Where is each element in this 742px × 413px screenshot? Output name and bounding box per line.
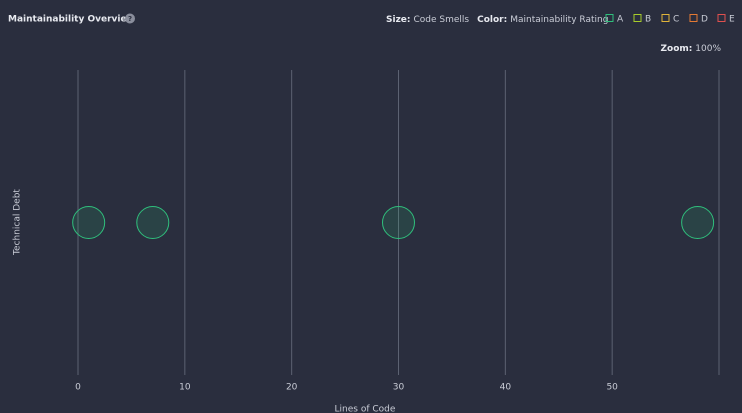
- legend-swatch[interactable]: [661, 14, 670, 22]
- legend-swatch[interactable]: [633, 14, 642, 22]
- x-tick-label: 50: [606, 383, 618, 393]
- zoom-label: Zoom:: [661, 44, 693, 54]
- help-icon[interactable]: [125, 13, 135, 24]
- help-text: ?: [128, 15, 132, 23]
- legend-swatch[interactable]: [689, 14, 698, 22]
- legend-label: C: [673, 15, 679, 25]
- legend-swatch[interactable]: [717, 14, 726, 22]
- header-item: Size:: [386, 15, 411, 25]
- legend-swatch[interactable]: [605, 14, 614, 22]
- x-tick-label: 10: [179, 383, 191, 393]
- x-axis-label: Lines of Code: [335, 405, 396, 413]
- x-tick-label: 0: [75, 383, 81, 393]
- title: Maintainability Overview: [8, 15, 135, 25]
- x-tick-label: 40: [500, 383, 512, 393]
- legend-label: B: [645, 15, 651, 25]
- bubble: [382, 206, 415, 239]
- bubble: [136, 206, 170, 239]
- zoom: Zoom: 100%: [661, 44, 722, 54]
- x-tick-label: 30: [393, 383, 405, 393]
- legend-label: A: [617, 15, 624, 25]
- header-legend-text: Size: Code Smells Color: Maintainability Ra…: [386, 15, 608, 25]
- y-axis-label: Technical Debt: [13, 189, 23, 256]
- zoom-value: 100%: [695, 44, 721, 54]
- bubble: [72, 206, 106, 239]
- legend-label: D: [701, 15, 708, 25]
- x-tick-label: 20: [286, 383, 298, 393]
- header-controls: Size: Code Smells Color: Maintainability Ra…: [386, 14, 735, 25]
- bubble: [681, 206, 715, 239]
- header-item: Code Smells: [414, 15, 470, 25]
- header-item: Color:: [477, 15, 507, 25]
- header-item: Maintainability Rating: [510, 15, 608, 25]
- legend-label: E: [729, 15, 735, 25]
